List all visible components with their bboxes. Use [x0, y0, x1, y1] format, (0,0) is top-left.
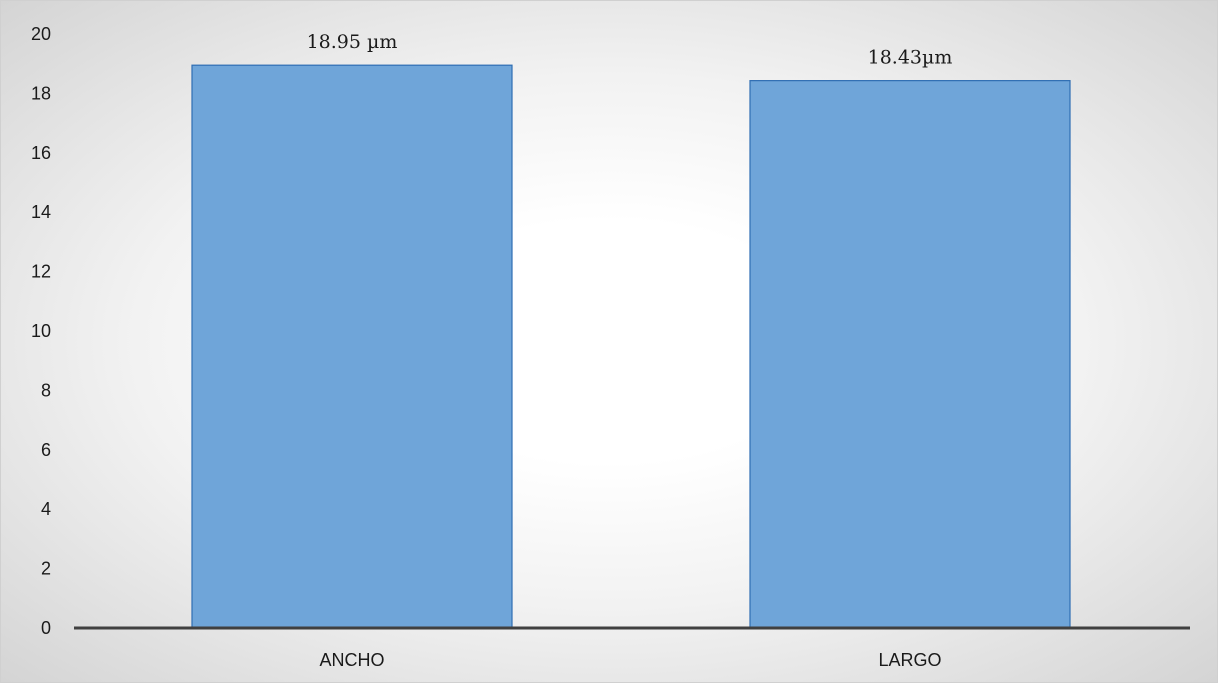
y-tick-label: 4	[41, 499, 51, 519]
bar-series	[191, 64, 1071, 629]
x-tick-label-largo: LARGO	[878, 650, 941, 670]
y-tick-label: 10	[31, 321, 51, 341]
data-labels: 18.95 µm 18.43µm	[307, 31, 953, 68]
y-tick-label: 6	[41, 440, 51, 460]
y-axis-ticks: 0 2 4 6 8 10 12 14 16 18 20	[31, 24, 51, 638]
y-tick-label: 16	[31, 143, 51, 163]
y-tick-label: 20	[31, 24, 51, 44]
bar-ancho	[191, 64, 513, 629]
x-axis-ticks: ANCHO LARGO	[319, 650, 941, 670]
bar-largo	[749, 80, 1071, 629]
y-tick-label: 12	[31, 262, 51, 282]
data-label-ancho: 18.95 µm	[307, 31, 398, 53]
y-tick-label: 14	[31, 202, 51, 222]
y-tick-label: 0	[41, 618, 51, 638]
y-tick-label: 18	[31, 83, 51, 103]
x-tick-label-ancho: ANCHO	[319, 650, 384, 670]
y-tick-label: 2	[41, 559, 51, 579]
y-tick-label: 8	[41, 380, 51, 400]
data-label-largo: 18.43µm	[868, 47, 953, 69]
